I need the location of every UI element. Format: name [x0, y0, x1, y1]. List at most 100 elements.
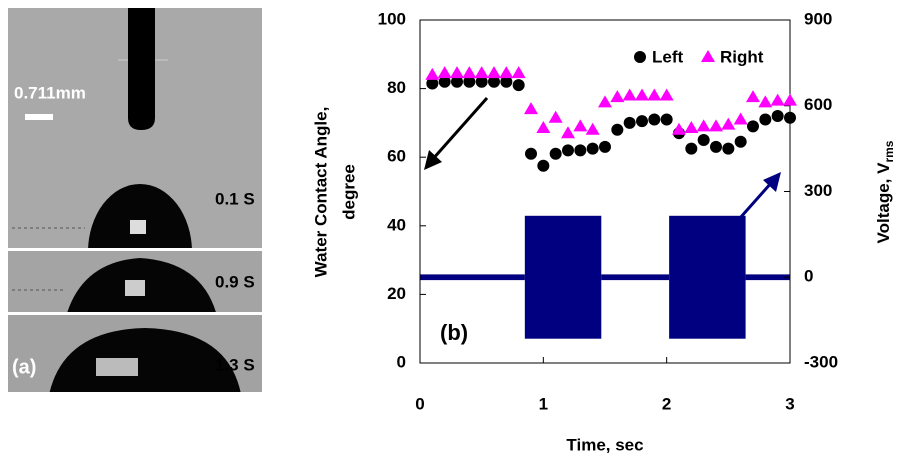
marker-circle	[586, 142, 599, 155]
marker-circle	[599, 140, 611, 153]
marker-triangle	[487, 66, 501, 79]
droplet	[88, 184, 192, 248]
y-tick-label: 80	[387, 78, 406, 97]
y2-axis-title-sub: rms	[882, 140, 896, 162]
marker-triangle	[758, 95, 773, 108]
x-tick-label: 2	[662, 394, 671, 413]
y-tick-label: 0	[397, 352, 406, 371]
marker-triangle	[585, 122, 600, 135]
y-tick-label: 40	[387, 215, 406, 234]
x-axis-title: Time, sec	[566, 435, 643, 454]
chart: 0 20 40 60 80 100 -300 0 300 600 900 0 1 2 3 Left Right	[378, 9, 838, 413]
panel-label: (a)	[12, 356, 36, 378]
marker-triangle	[783, 93, 797, 106]
legend-label: Left	[652, 47, 684, 66]
x-tick-label: 3	[785, 394, 794, 413]
voltage-band	[524, 215, 602, 339]
marker-triangle	[450, 66, 464, 79]
legend-label: Right	[720, 47, 764, 66]
y2-tick-label: 600	[804, 95, 832, 114]
marker-circle	[634, 51, 646, 63]
needle	[128, 8, 155, 130]
panel-label: (b)	[440, 320, 468, 345]
frame-label: 0.9 S	[215, 272, 255, 291]
y2-axis-title: Voltage, Vrms	[874, 140, 896, 243]
marker-triangle	[635, 88, 649, 101]
scale-label: 0.711mm	[14, 83, 86, 102]
marker-circle	[426, 77, 439, 90]
x-tick-label: 1	[539, 394, 548, 413]
marker-circle	[562, 144, 574, 157]
marker-circle	[759, 113, 772, 126]
marker-circle	[475, 75, 488, 88]
marker-triangle	[524, 102, 538, 115]
marker-triangle	[437, 66, 452, 79]
marker-triangle	[548, 110, 563, 123]
y-tick-label: 60	[387, 147, 406, 166]
marker-circle	[537, 159, 550, 172]
marker-triangle	[610, 90, 625, 103]
marker-triangle	[511, 66, 526, 79]
marker-triangle	[701, 50, 715, 62]
marker-circle	[500, 75, 513, 88]
voltage-band	[745, 274, 790, 281]
scale-bar	[25, 114, 53, 120]
marker-triangle	[536, 121, 551, 134]
voltage-band	[669, 215, 746, 339]
marker-triangle	[425, 67, 440, 80]
marker-triangle	[622, 88, 637, 101]
marker-triangle	[696, 119, 711, 132]
y2-tick-label: -300	[804, 352, 838, 371]
marker-circle	[636, 115, 648, 128]
marker-circle	[611, 123, 624, 136]
voltage-band	[601, 274, 670, 281]
marker-triangle	[647, 88, 662, 101]
marker-circle	[648, 113, 661, 126]
marker-triangle	[684, 121, 699, 134]
marker-circle	[574, 144, 587, 157]
annotation-arrow	[424, 97, 489, 170]
y2-tick-label: 900	[804, 9, 832, 28]
marker-circle	[722, 142, 735, 155]
marker-triangle	[598, 95, 612, 108]
annotation-arrow	[738, 172, 781, 219]
marker-circle	[623, 116, 636, 129]
marker-triangle	[659, 88, 674, 101]
y2-tick-label: 300	[804, 181, 832, 200]
marker-circle	[784, 111, 796, 124]
y-tick-label: 100	[378, 9, 406, 28]
frame-label: 1.3 S	[215, 355, 255, 374]
marker-circle	[512, 79, 525, 92]
y-axis-title: degree	[339, 164, 358, 220]
y2-tick-label: 0	[804, 267, 813, 286]
voltage-band	[420, 274, 525, 281]
marker-circle	[451, 75, 463, 88]
marker-triangle	[709, 119, 723, 132]
marker-circle	[685, 142, 698, 155]
y-tick-label: 20	[387, 284, 406, 303]
marker-triangle	[499, 66, 514, 79]
frame-label: 0.1 S	[215, 189, 255, 208]
y-axis-title: Water Contact Angle,	[311, 107, 330, 278]
marker-circle	[734, 135, 747, 148]
marker-circle	[771, 110, 784, 123]
marker-triangle	[733, 112, 748, 125]
marker-triangle	[462, 66, 477, 79]
marker-triangle	[721, 117, 736, 130]
marker-triangle	[672, 122, 686, 135]
marker-triangle	[573, 119, 588, 132]
marker-circle	[710, 140, 722, 153]
marker-triangle	[746, 90, 760, 103]
marker-circle	[438, 75, 451, 88]
marker-circle	[525, 147, 537, 160]
marker-circle	[697, 134, 710, 147]
marker-circle	[747, 120, 759, 133]
marker-triangle	[561, 126, 575, 139]
y2-axis-title-text: Voltage, V	[874, 162, 893, 244]
marker-circle	[463, 75, 476, 88]
marker-triangle	[770, 93, 785, 106]
marker-circle	[660, 113, 673, 126]
marker-triangle	[474, 66, 489, 79]
photo-panel: 0.711mm 0.1 S 0.9 S 1.3 S (a)	[8, 8, 262, 392]
